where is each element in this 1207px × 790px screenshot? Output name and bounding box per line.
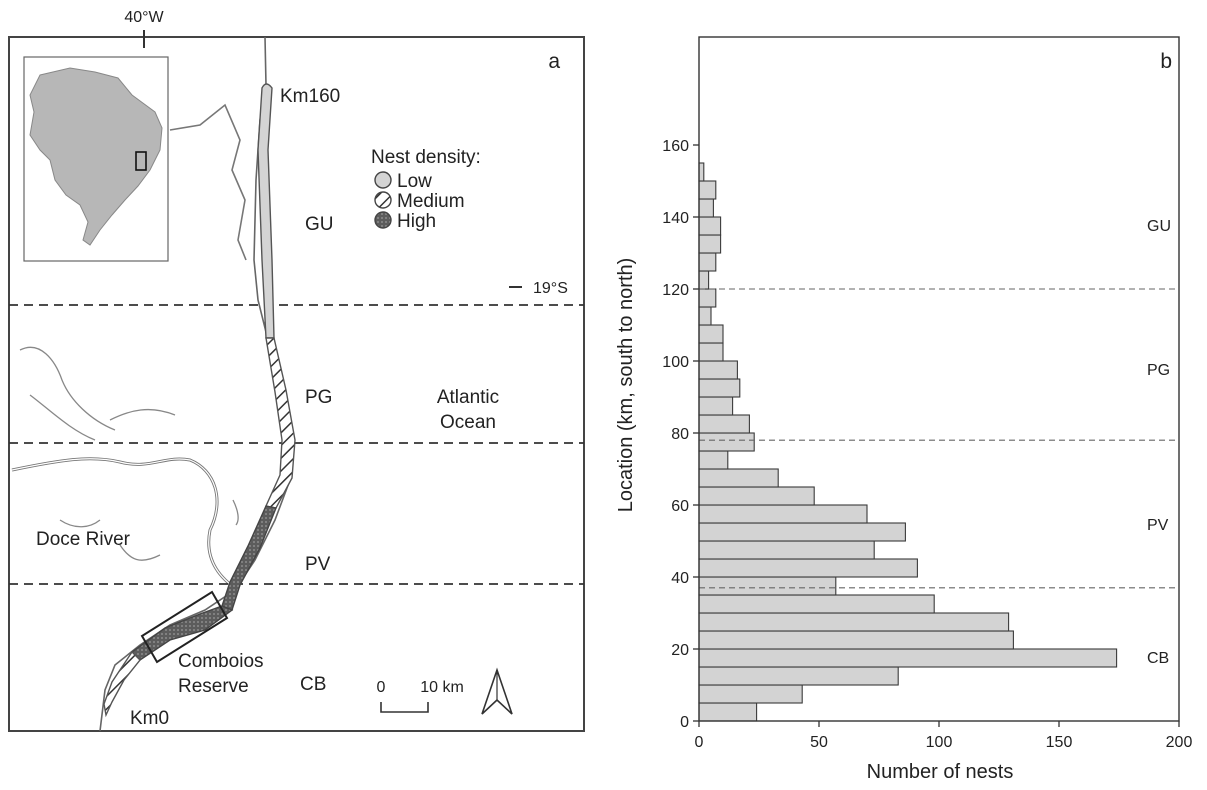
reserve-outline: [140, 590, 229, 664]
legend-high-label: High: [397, 211, 436, 232]
zone-label-pg: PG: [1147, 362, 1170, 379]
histogram-bar-115km: [698, 288, 717, 308]
histogram-bar-30km: [698, 594, 935, 614]
km-north-label: Km160: [280, 86, 340, 107]
scale-bar: [380, 702, 429, 713]
histogram-bar-120km: [698, 270, 710, 290]
histogram-bar-100km: [698, 342, 724, 362]
histogram-layer: 0 50 100 150 200 0 20 40 60 80 100 120 140 160 CB PV PG G…: [662, 36, 1193, 751]
histogram-bar-50km: [698, 522, 906, 542]
scale-zero-label: 0: [377, 679, 386, 696]
histogram-bar-55km: [698, 504, 868, 524]
x-tick-label-0: 0: [695, 734, 704, 751]
y-tick-label-100: 100: [662, 354, 689, 371]
y-tick-label-20: 20: [671, 642, 689, 659]
lake-3: [109, 408, 176, 421]
study-area-box: [135, 151, 147, 171]
histogram-bar-45km: [698, 540, 875, 560]
legend-low-label: Low: [397, 171, 432, 192]
lake-1: [19, 346, 116, 431]
zone-label-cb: CB: [1147, 650, 1169, 667]
histogram-bar-0km: [698, 702, 758, 722]
histogram-bar-10km: [698, 666, 899, 686]
lake-6: [59, 519, 101, 528]
histogram-bar-70km: [698, 450, 729, 470]
zone-label-pv: PV: [305, 554, 331, 575]
brazil-inset-icon: [29, 67, 163, 246]
zone-label-gu: GU: [305, 214, 334, 235]
x-axis-title: Number of nests: [867, 761, 1014, 783]
beach-medium-density-south: [103, 650, 141, 718]
histogram-bar-20km: [698, 630, 1014, 650]
lake-4: [119, 544, 161, 561]
histogram-bar-75km: [698, 432, 755, 452]
histogram-bar-80km: [698, 414, 750, 434]
zone-label-cb: CB: [300, 674, 326, 695]
legend-medium-label: Medium: [397, 191, 465, 212]
y-tick-label-160: 160: [662, 138, 689, 155]
histogram-bar-5km: [698, 684, 803, 704]
histogram-bar-140km: [698, 198, 714, 218]
doce-river-inner: [11, 458, 239, 591]
km-south-label: Km0: [130, 708, 169, 729]
histogram-bar-150km: [698, 162, 705, 182]
ocean-label-line2: Ocean: [440, 412, 496, 433]
y-tick-label-60: 60: [671, 498, 689, 515]
panel-label-b: b: [1160, 50, 1172, 73]
histogram-bar-60km: [698, 486, 815, 506]
histogram-bar-85km: [698, 396, 734, 416]
y-tick-label-140: 140: [662, 210, 689, 227]
longitude-label: 40°W: [124, 9, 164, 26]
beach-low-density: [257, 83, 275, 339]
study-area-map: 40°W 19°S a Km160 Km0 Nest density: Low …: [8, 9, 585, 732]
legend-title: Nest density:: [371, 147, 481, 168]
reserve-label-line2: Reserve: [178, 676, 249, 697]
histogram-bar-25km: [698, 612, 1010, 632]
river-north: [169, 103, 247, 261]
histogram-bar-40km: [698, 558, 918, 578]
legend-medium-swatch-icon: [374, 191, 392, 209]
latitude-label: 19°S: [533, 280, 568, 297]
histogram-bar-65km: [698, 468, 779, 488]
y-tick-label-120: 120: [662, 282, 689, 299]
scale-ten-label: 10 km: [420, 679, 464, 696]
histogram-bar-105km: [698, 324, 724, 344]
panel-label-a: a: [548, 50, 560, 73]
y-axis-title: Location (km, south to north): [615, 258, 637, 513]
histogram-bar-110km: [698, 306, 712, 326]
histogram-bar-145km: [698, 180, 717, 200]
histogram-bar-135km: [698, 216, 722, 236]
legend-high-swatch-icon: [374, 211, 392, 229]
lake-2: [29, 394, 96, 441]
reserve-label-line1: Comboios: [178, 651, 264, 672]
river-label: Doce River: [36, 529, 131, 550]
histogram-bar-130km: [698, 234, 722, 254]
y-tick-label-0: 0: [680, 714, 689, 731]
x-tick-label-50: 50: [810, 734, 828, 751]
histogram-bar-15km: [698, 648, 1118, 668]
legend-low-swatch-icon: [374, 171, 392, 189]
y-tick-label-80: 80: [671, 426, 689, 443]
histogram-bar-35km: [698, 576, 837, 596]
histogram-bar-90km: [698, 378, 741, 398]
zone-label-gu: GU: [1147, 218, 1171, 235]
x-tick-label-150: 150: [1046, 734, 1073, 751]
y-tick-label-40: 40: [671, 570, 689, 587]
histogram-bar-95km: [698, 360, 738, 380]
x-tick-label-200: 200: [1166, 734, 1193, 751]
x-tick-label-100: 100: [926, 734, 953, 751]
ocean-label-line1: Atlantic: [437, 387, 499, 408]
lake-5: [232, 499, 239, 526]
histogram-bar-125km: [698, 252, 717, 272]
zone-label-pv: PV: [1147, 517, 1169, 534]
zone-label-pg: PG: [305, 387, 332, 408]
